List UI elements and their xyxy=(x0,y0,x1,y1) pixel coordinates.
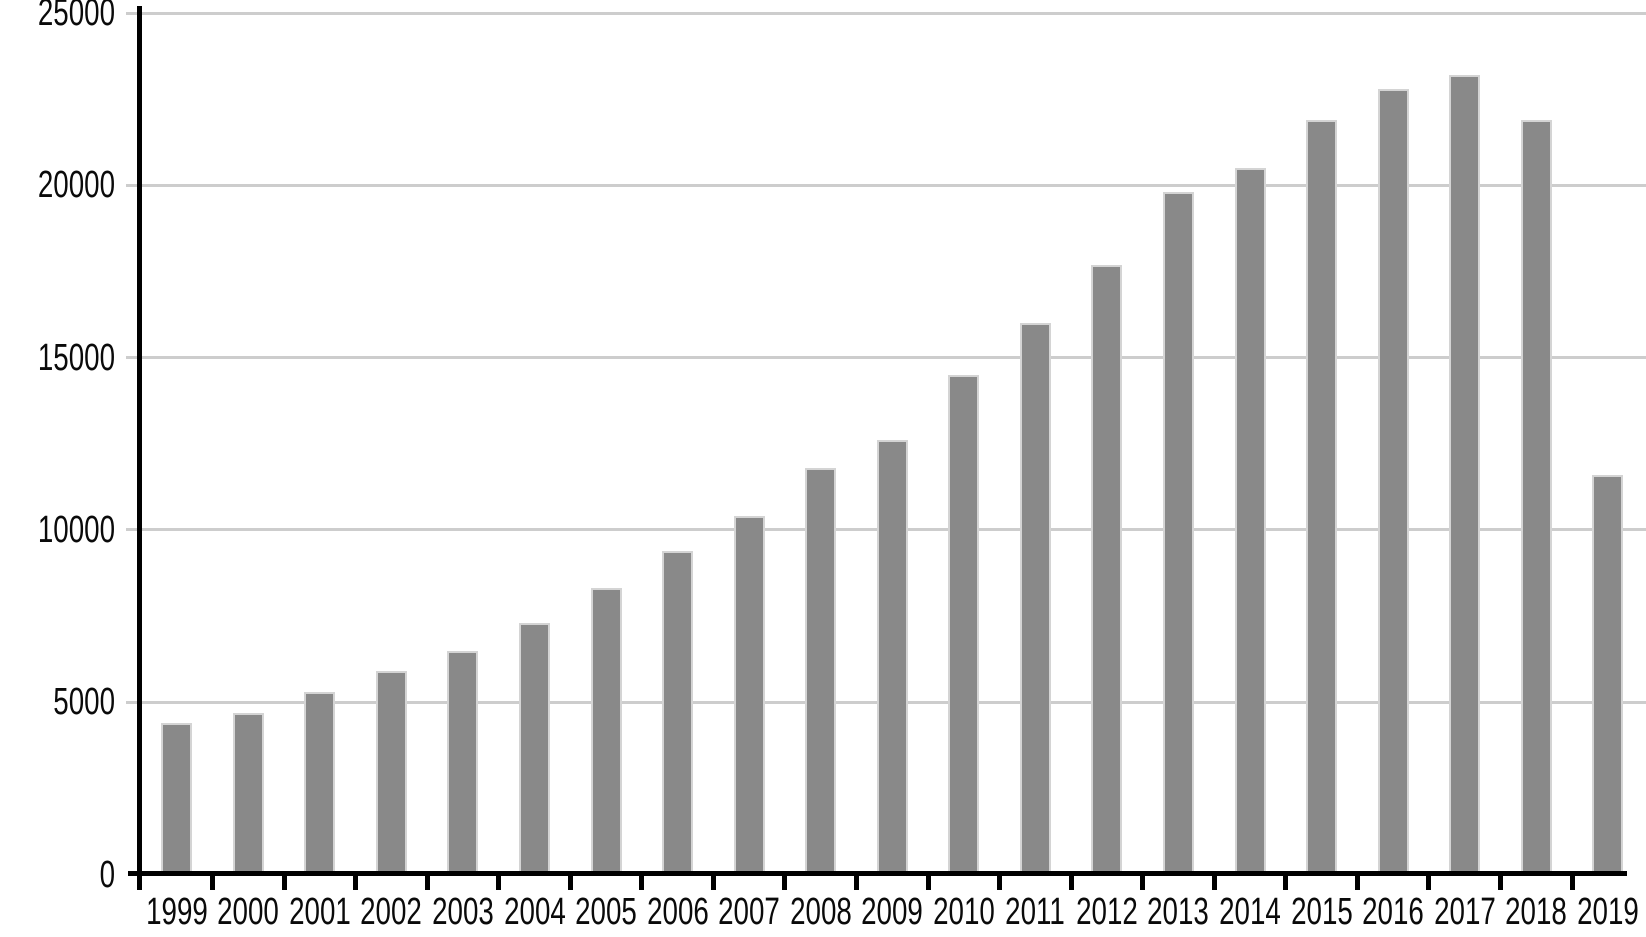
x-axis-tick xyxy=(567,876,573,890)
y-tick-label-0: 0 xyxy=(99,853,115,896)
gridline-25000 xyxy=(126,11,1646,15)
bar-2015 xyxy=(1306,119,1338,875)
bar-2012 xyxy=(1091,264,1123,875)
x-tick-label-1999: 1999 xyxy=(145,891,208,933)
x-tick-label-2005: 2005 xyxy=(575,891,637,933)
bar-2008 xyxy=(805,467,837,875)
x-axis-tick xyxy=(997,876,1003,890)
x-tick-label-2004: 2004 xyxy=(503,891,566,933)
bar-2017 xyxy=(1449,75,1481,875)
bar-2003 xyxy=(447,650,479,875)
x-axis-tick xyxy=(639,876,645,890)
gridline-20000 xyxy=(126,183,1646,187)
x-tick-label-2000: 2000 xyxy=(217,891,280,933)
bar-2007 xyxy=(733,516,765,875)
x-axis-tick xyxy=(1140,876,1146,890)
x-axis-tick xyxy=(710,876,716,890)
bar-2004 xyxy=(519,622,551,875)
x-tick-label-2012: 2012 xyxy=(1076,891,1138,933)
bar-2010 xyxy=(948,374,980,875)
bar-2019 xyxy=(1592,474,1624,875)
x-axis-tick xyxy=(925,876,931,890)
x-axis-tick xyxy=(1211,876,1217,890)
x-tick-label-2019: 2019 xyxy=(1576,891,1639,933)
y-tick-label-20000: 20000 xyxy=(37,164,115,207)
x-axis-tick xyxy=(1354,876,1360,890)
x-tick-label-2010: 2010 xyxy=(932,891,995,933)
bar-2006 xyxy=(662,550,694,875)
x-axis-tick xyxy=(1569,876,1575,890)
y-tick-label-25000: 25000 xyxy=(37,0,115,34)
y-tick-label-15000: 15000 xyxy=(37,336,115,379)
x-axis-tick xyxy=(210,876,216,890)
y-tick-label-5000: 5000 xyxy=(53,681,115,724)
x-tick-label-2009: 2009 xyxy=(861,891,924,933)
bar-2016 xyxy=(1377,88,1409,875)
x-tick-label-2007: 2007 xyxy=(718,891,781,933)
x-tick-label-2014: 2014 xyxy=(1219,891,1281,933)
bar-2011 xyxy=(1019,323,1051,875)
x-tick-label-2006: 2006 xyxy=(646,891,709,933)
bar-2002 xyxy=(375,671,407,875)
y-axis-line xyxy=(137,6,142,890)
x-axis-tick xyxy=(1068,876,1074,890)
x-tick-label-2013: 2013 xyxy=(1147,891,1210,933)
x-axis-tick xyxy=(424,876,430,890)
x-tick-label-2016: 2016 xyxy=(1362,891,1424,933)
x-axis-tick xyxy=(496,876,502,890)
bar-2001 xyxy=(304,691,336,875)
x-tick-label-2017: 2017 xyxy=(1433,891,1496,933)
x-axis-tick xyxy=(1497,876,1503,890)
x-tick-label-2003: 2003 xyxy=(432,891,494,933)
x-axis-tick xyxy=(281,876,287,890)
bar-2005 xyxy=(590,588,622,875)
x-axis-tick xyxy=(1426,876,1432,890)
bar-2009 xyxy=(876,440,908,875)
gridline-15000 xyxy=(126,356,1646,360)
x-axis-tick xyxy=(353,876,359,890)
bar-1999 xyxy=(161,722,193,875)
bar-2014 xyxy=(1234,168,1266,875)
y-tick-label-10000: 10000 xyxy=(37,508,115,551)
x-axis-tick xyxy=(1283,876,1289,890)
x-tick-label-2015: 2015 xyxy=(1290,891,1353,933)
x-axis-tick xyxy=(854,876,859,890)
x-tick-label-2001: 2001 xyxy=(289,891,351,933)
x-axis-tick xyxy=(782,876,788,890)
x-tick-label-2011: 2011 xyxy=(1005,891,1066,933)
bar-2018 xyxy=(1520,119,1552,875)
bar-2000 xyxy=(232,712,264,875)
x-tick-label-2008: 2008 xyxy=(789,891,852,933)
x-axis-line xyxy=(128,871,1627,876)
bar-2013 xyxy=(1162,192,1194,875)
x-tick-label-2002: 2002 xyxy=(360,891,423,933)
x-tick-label-2018: 2018 xyxy=(1505,891,1568,933)
